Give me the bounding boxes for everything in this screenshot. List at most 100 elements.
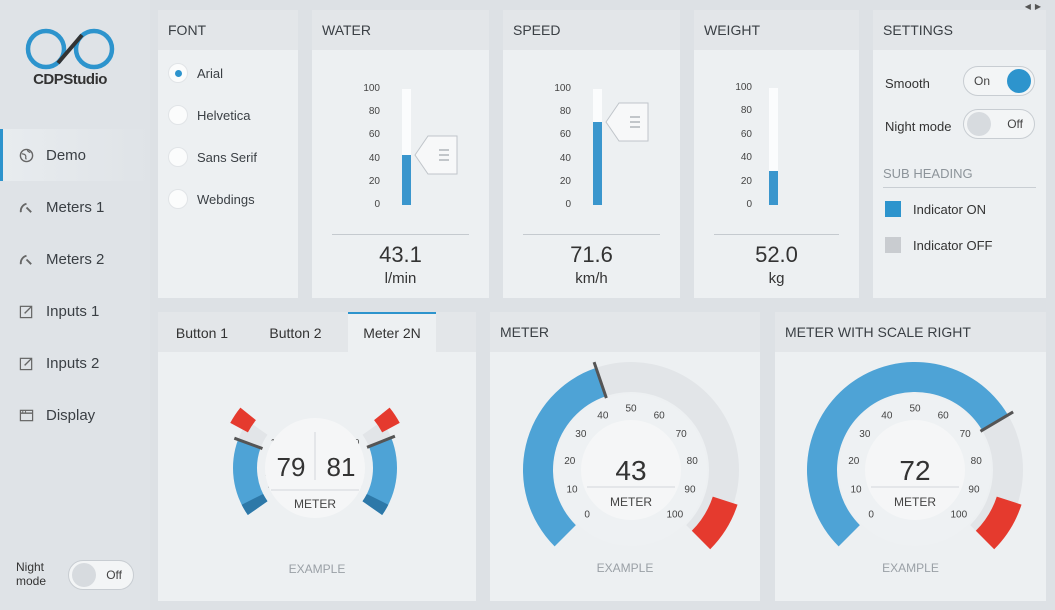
gauge-tick-label: 90 (684, 485, 696, 496)
window-icon (18, 407, 34, 423)
cdpstudio-logo: CDPStudio (18, 25, 128, 90)
indicator-on: Indicator ON (885, 201, 986, 217)
panel-title: WATER (312, 10, 489, 50)
font-option-webdings[interactable]: Webdings (168, 189, 255, 209)
sidebar-item-demo[interactable]: Demo (0, 129, 150, 181)
water-panel: WATER 100 80 60 40 20 0 43.1 l/min (312, 10, 489, 298)
water-bar-fill (402, 155, 411, 205)
scroll-arrows-icon[interactable]: ◀▶ (1024, 2, 1045, 11)
gauge-center (865, 420, 965, 520)
scale-label: 0 (746, 199, 752, 210)
font-panel: FONT Arial Helvetica Sans Serif Webdings (158, 10, 298, 298)
weight-unit: kg (768, 270, 785, 287)
indicator-off: Indicator OFF (885, 237, 992, 253)
weight-bar-track (769, 88, 778, 205)
gauge-label-text: METER (610, 495, 652, 509)
scale-label: 80 (559, 106, 571, 118)
right-gauge-needle (366, 434, 396, 449)
scale-label: 60 (368, 129, 380, 141)
sidebar-item-meters-1[interactable]: Meters 1 (0, 181, 150, 233)
sidebar-item-label: Inputs 1 (46, 302, 100, 320)
gauge-tick-label: 50 (625, 404, 637, 415)
sidebar-item-label: Meters 2 (46, 250, 105, 268)
toggle-state: On (974, 74, 991, 88)
gauge-value-arc (807, 362, 1008, 547)
gauge-center (581, 420, 681, 520)
indicator-label: Indicator OFF (913, 237, 993, 253)
tab-panel: Button 1 Button 2 Meter 2N 0020204040606… (158, 312, 476, 601)
right-gauge-low-zone (362, 493, 389, 516)
meter-footer: EXAMPLE (596, 561, 654, 575)
meter-panel: METER 0 10 20 30 40 50 60 70 80 90 100 43 METER EXAM… (490, 312, 760, 601)
globe-icon (18, 147, 34, 163)
gauge-tick-label: 80 (971, 456, 983, 467)
gauge-tick-label: 0 (868, 509, 874, 520)
gauge-icon (18, 251, 34, 267)
tab-button-2[interactable]: Button 2 (269, 325, 322, 341)
gauge-label-text: METER (894, 495, 936, 509)
edit-icon (18, 303, 34, 319)
gauge-tick-label: 90 (968, 485, 980, 496)
gauge-tick-label: 60 (938, 410, 950, 421)
toggle-state: Off (106, 568, 122, 582)
font-option-helvetica[interactable]: Helvetica (168, 105, 250, 125)
smooth-toggle[interactable]: On (963, 66, 1035, 96)
scale-label: 0 (565, 199, 571, 210)
scale-label: 60 (559, 129, 571, 141)
gauge-tick-label: 10 (850, 485, 862, 496)
night-mode-label: Night mode (885, 119, 952, 134)
scale-label: 100 (554, 83, 571, 94)
font-option-sans-serif[interactable]: Sans Serif (168, 147, 257, 167)
font-option-label: Helvetica (197, 107, 251, 123)
gauge-tick-label: 40 (881, 410, 893, 421)
sidebar-item-inputs-1[interactable]: Inputs 1 (0, 285, 150, 337)
scale-label: 40 (559, 152, 571, 164)
left-gauge-low-zone (241, 493, 268, 516)
sidebar-item-label: Demo (46, 146, 87, 164)
settings-night-mode-toggle[interactable]: Off (963, 109, 1035, 139)
left-value-text: 79 (277, 452, 306, 482)
left-gauge-alarm-zone (230, 407, 256, 433)
toggle-knob (1007, 69, 1031, 93)
gauge-tick-label: 60 (654, 410, 666, 421)
gauge-icon (18, 199, 34, 215)
logo-text: CDPStudio (33, 71, 107, 88)
sidebar-item-display[interactable]: Display (0, 389, 150, 441)
indicator-label: Indicator ON (913, 201, 986, 217)
night-mode-toggle[interactable]: Off (68, 560, 134, 590)
speed-slider-handle[interactable] (605, 102, 649, 142)
sidebar-item-inputs-2[interactable]: Inputs 2 (0, 337, 150, 389)
scale-label: 100 (363, 83, 380, 94)
gauge-alarm-zone (975, 496, 1022, 550)
scale-label: 60 (740, 128, 752, 140)
radio-icon (168, 189, 188, 209)
meter-footer: EXAMPLE (288, 562, 346, 576)
separator (523, 234, 660, 235)
gauge-alarm-zone (691, 496, 738, 550)
gauge-tick-label: 100 (950, 509, 967, 520)
gauge-needle (592, 361, 608, 399)
divider (883, 187, 1036, 188)
infinity-logo-icon (25, 28, 115, 70)
sidebar-item-label: Display (46, 406, 96, 424)
speed-unit: km/h (575, 270, 608, 287)
scale-label: 0 (374, 199, 380, 210)
left-gauge-needle (233, 436, 263, 450)
scale-label: 20 (368, 175, 380, 187)
toggle-knob (967, 112, 991, 136)
water-slider-handle[interactable] (414, 135, 458, 175)
scale-label: 80 (368, 106, 380, 118)
gauge-tick-label: 0 (584, 509, 590, 520)
sidebar-item-label: Inputs 2 (46, 354, 100, 372)
sidebar-item-meters-2[interactable]: Meters 2 (0, 233, 150, 285)
tab-button-1[interactable]: Button 1 (175, 325, 229, 341)
font-option-arial[interactable]: Arial (168, 63, 223, 83)
gauge-tick-label: 20 (564, 456, 576, 467)
speed-bar-track (593, 89, 602, 205)
gauge-tick-label: 70 (676, 429, 688, 440)
toggle-state: Off (1007, 117, 1023, 131)
tab-meter-2n[interactable]: Meter 2N (348, 312, 436, 352)
gauge-tick-label: 80 (687, 456, 699, 467)
gauge-tick-label: 50 (909, 404, 921, 415)
sub-heading: SUB HEADING (883, 166, 973, 181)
